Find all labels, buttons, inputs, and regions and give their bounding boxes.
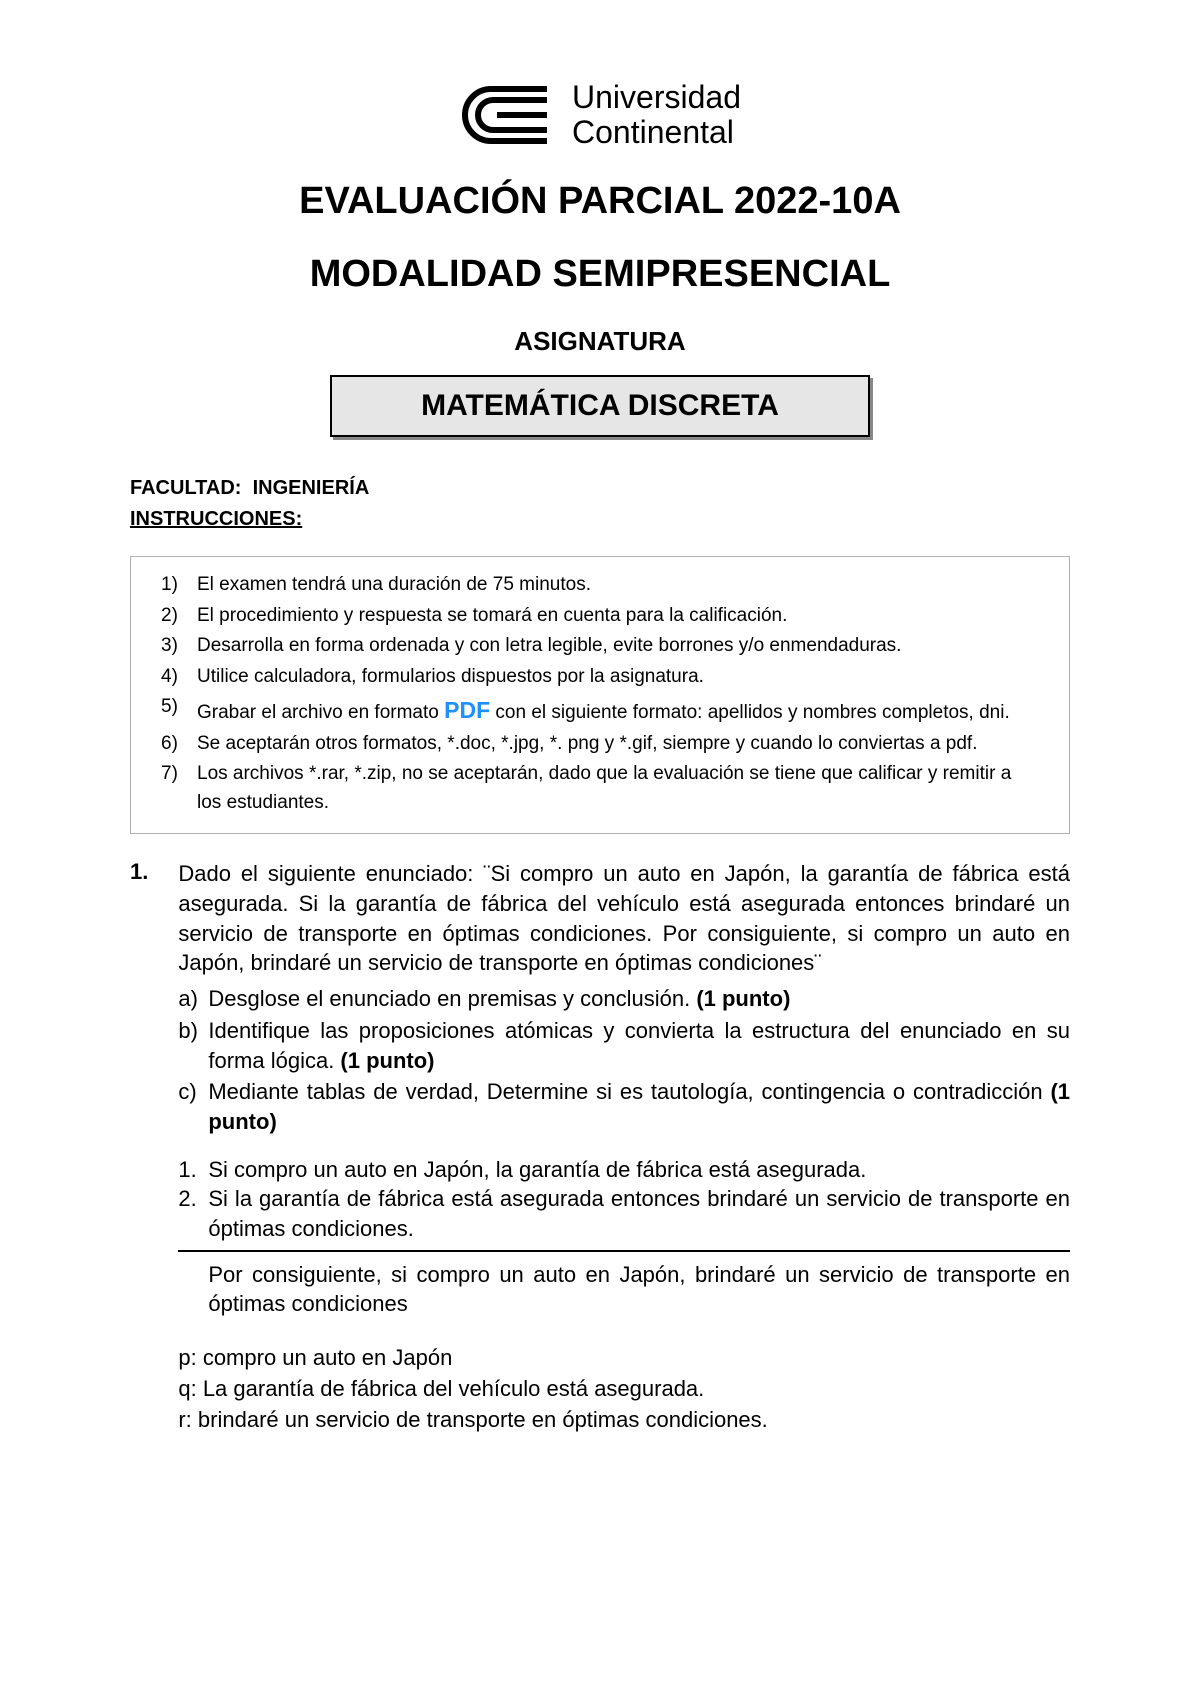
part-marker: b) xyxy=(178,1016,198,1046)
faculty-value: INGENIERÍA xyxy=(253,477,370,499)
university-logo-block: Universidad Continental xyxy=(130,80,1070,150)
uni-name-line1: Universidad xyxy=(572,80,741,115)
premise-2: 2. Si la garantía de fábrica está asegur… xyxy=(178,1184,1070,1243)
instruction-pre: Grabar el archivo en formato xyxy=(197,702,444,723)
university-logo-icon xyxy=(459,83,554,148)
instruction-item: Utilice calculadora, formularios dispues… xyxy=(161,663,1039,692)
subject-box: MATEMÁTICA DISCRETA xyxy=(330,375,870,437)
instruction-item: Desarrolla en forma ordenada y con letra… xyxy=(161,632,1039,661)
part-points: (1 punto) xyxy=(696,986,790,1011)
question-1: 1. Dado el siguiente enunciado: ¨Si comp… xyxy=(130,859,1070,1435)
part-marker: a) xyxy=(178,984,198,1014)
proposition-q: q: La garantía de fábrica del vehículo e… xyxy=(178,1374,1070,1405)
question-body: Dado el siguiente enunciado: ¨Si compro … xyxy=(178,859,1070,1435)
instruction-post: con el siguiente formato: apellidos y no… xyxy=(490,702,1010,723)
question-part-a: a) Desglose el enunciado en premisas y c… xyxy=(178,984,1070,1014)
question-text: Dado el siguiente enunciado: ¨Si compro … xyxy=(178,859,1070,978)
instruction-item: El examen tendrá una duración de 75 minu… xyxy=(161,571,1039,600)
instruction-item: Se aceptarán otros formatos, *.doc, *.jp… xyxy=(161,730,1039,759)
part-points: (1 punto) xyxy=(340,1048,434,1073)
instructions-label: INSTRUCCIONES: xyxy=(130,508,1070,531)
instruction-item: El procedimiento y respuesta se tomará e… xyxy=(161,602,1039,631)
university-name: Universidad Continental xyxy=(572,80,741,150)
part-text: Desglose el enunciado en premisas y conc… xyxy=(208,986,696,1011)
proposition-r: r: brindaré un servicio de transporte en… xyxy=(178,1405,1070,1436)
part-text: Identifique las proposiciones atómicas y… xyxy=(208,1018,1070,1073)
premise-text: Si la garantía de fábrica está asegurada… xyxy=(208,1186,1070,1241)
question-number: 1. xyxy=(130,859,148,1435)
premise-text: Si compro un auto en Japón, la garantía … xyxy=(208,1157,866,1182)
premise-marker: 2. xyxy=(178,1184,196,1214)
premise-1: 1. Si compro un auto en Japón, la garant… xyxy=(178,1155,1070,1185)
premises-conclusion-divider xyxy=(178,1250,1070,1252)
asignatura-label: ASIGNATURA xyxy=(130,326,1070,357)
conclusion-text: Por consiguiente, si compro un auto en J… xyxy=(178,1260,1070,1319)
premise-marker: 1. xyxy=(178,1155,196,1185)
part-marker: c) xyxy=(178,1077,196,1107)
instructions-list: El examen tendrá una duración de 75 minu… xyxy=(161,571,1039,817)
evaluation-title: EVALUACIÓN PARCIAL 2022-10A xyxy=(130,180,1070,223)
instruction-item: Grabar el archivo en formato PDF con el … xyxy=(161,693,1039,728)
premises-list: 1. Si compro un auto en Japón, la garant… xyxy=(178,1155,1070,1244)
propositions-block: p: compro un auto en Japón q: La garantí… xyxy=(178,1343,1070,1435)
proposition-p: p: compro un auto en Japón xyxy=(178,1343,1070,1374)
faculty-line: FACULTAD: INGENIERÍA xyxy=(130,477,1070,500)
question-part-b: b) Identifique las proposiciones atómica… xyxy=(178,1016,1070,1075)
instructions-box: El examen tendrá una duración de 75 minu… xyxy=(130,556,1070,834)
modality-title: MODALIDAD SEMIPRESENCIAL xyxy=(130,253,1070,296)
uni-name-line2: Continental xyxy=(572,115,741,150)
part-text: Mediante tablas de verdad, Determine si … xyxy=(208,1079,1050,1104)
instruction-item: Los archivos *.rar, *.zip, no se aceptar… xyxy=(161,760,1039,817)
question-part-c: c) Mediante tablas de verdad, Determine … xyxy=(178,1077,1070,1136)
faculty-label: FACULTAD: xyxy=(130,477,241,499)
question-parts-list: a) Desglose el enunciado en premisas y c… xyxy=(178,984,1070,1136)
pdf-highlight: PDF xyxy=(444,697,490,723)
